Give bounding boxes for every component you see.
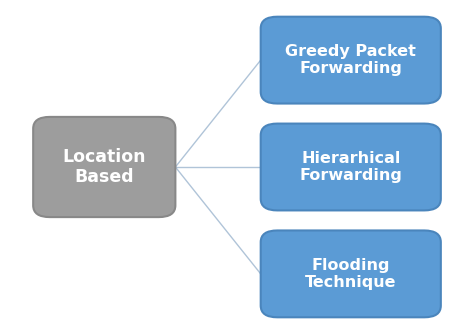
FancyBboxPatch shape [33,117,175,217]
Text: Flooding
Technique: Flooding Technique [305,258,397,290]
Text: Hierarhical
Forwarding: Hierarhical Forwarding [299,151,402,183]
FancyBboxPatch shape [261,17,441,104]
FancyBboxPatch shape [261,124,441,210]
FancyBboxPatch shape [261,230,441,317]
Text: Greedy Packet
Forwarding: Greedy Packet Forwarding [285,44,416,76]
Text: Location
Based: Location Based [63,148,146,186]
